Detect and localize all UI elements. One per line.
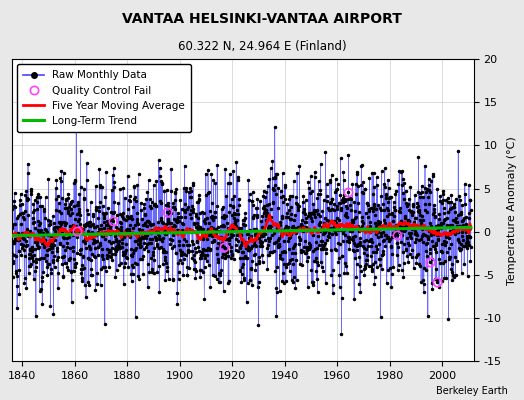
Text: VANTAA HELSINKI-VANTAA AIRPORT: VANTAA HELSINKI-VANTAA AIRPORT bbox=[122, 12, 402, 26]
Legend: Raw Monthly Data, Quality Control Fail, Five Year Moving Average, Long-Term Tren: Raw Monthly Data, Quality Control Fail, … bbox=[17, 64, 191, 132]
Text: Berkeley Earth: Berkeley Earth bbox=[436, 386, 508, 396]
Y-axis label: Temperature Anomaly (°C): Temperature Anomaly (°C) bbox=[507, 136, 517, 284]
Text: 60.322 N, 24.964 E (Finland): 60.322 N, 24.964 E (Finland) bbox=[178, 40, 346, 53]
